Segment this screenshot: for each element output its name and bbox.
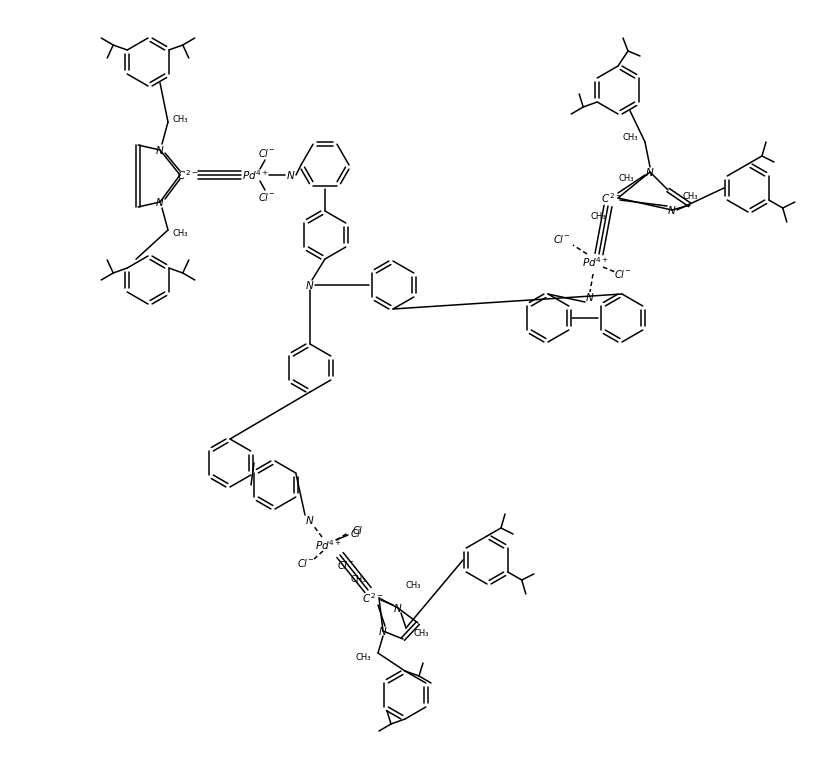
Text: $N$: $N$: [286, 169, 296, 181]
Text: CH₃: CH₃: [355, 653, 371, 662]
Text: $C^{2-}$: $C^{2-}$: [362, 591, 383, 605]
Text: $N$: $N$: [306, 514, 315, 526]
Text: $Cl^{-}$: $Cl^{-}$: [554, 233, 570, 245]
Text: $Pd^{4+}$: $Pd^{4+}$: [241, 168, 269, 182]
Text: $Cl^{-}$: $Cl^{-}$: [258, 191, 276, 203]
Text: CH₃: CH₃: [172, 228, 188, 238]
Text: CH₃: CH₃: [622, 132, 638, 141]
Text: $N$: $N$: [393, 602, 402, 614]
Text: $N$: $N$: [667, 204, 676, 216]
Text: $Pd^{4+}$: $Pd^{4+}$: [315, 538, 342, 552]
Text: $Cl$: $Cl$: [352, 524, 364, 536]
Text: $N$: $N$: [378, 625, 387, 637]
Text: $Cl^{-}$: $Cl^{-}$: [337, 559, 355, 571]
Text: CH₃: CH₃: [350, 575, 366, 584]
Text: CH₃: CH₃: [590, 212, 605, 221]
Text: $N$: $N$: [585, 291, 595, 303]
Text: $C^{2-}$: $C^{2-}$: [601, 191, 623, 205]
Text: $Cl^{-}$: $Cl^{-}$: [615, 268, 631, 280]
Text: $C^{2-}$: $C^{2-}$: [177, 168, 199, 182]
Text: CH₃: CH₃: [405, 581, 421, 591]
Text: CH₃: CH₃: [172, 115, 188, 124]
Text: $Pd^{4+}$: $Pd^{4+}$: [581, 255, 609, 269]
Text: $Cl$: $Cl$: [350, 527, 362, 539]
Text: $N$: $N$: [645, 166, 655, 178]
Text: $N$: $N$: [306, 279, 315, 291]
Text: $N$: $N$: [155, 196, 164, 208]
Text: $N$: $N$: [155, 144, 164, 156]
Text: $Cl^{-}$: $Cl^{-}$: [297, 557, 315, 569]
Text: CH₃: CH₃: [682, 192, 698, 200]
Text: CH₃: CH₃: [618, 173, 634, 183]
Text: CH₃: CH₃: [413, 629, 428, 637]
Text: $Cl^{-}$: $Cl^{-}$: [258, 147, 276, 159]
